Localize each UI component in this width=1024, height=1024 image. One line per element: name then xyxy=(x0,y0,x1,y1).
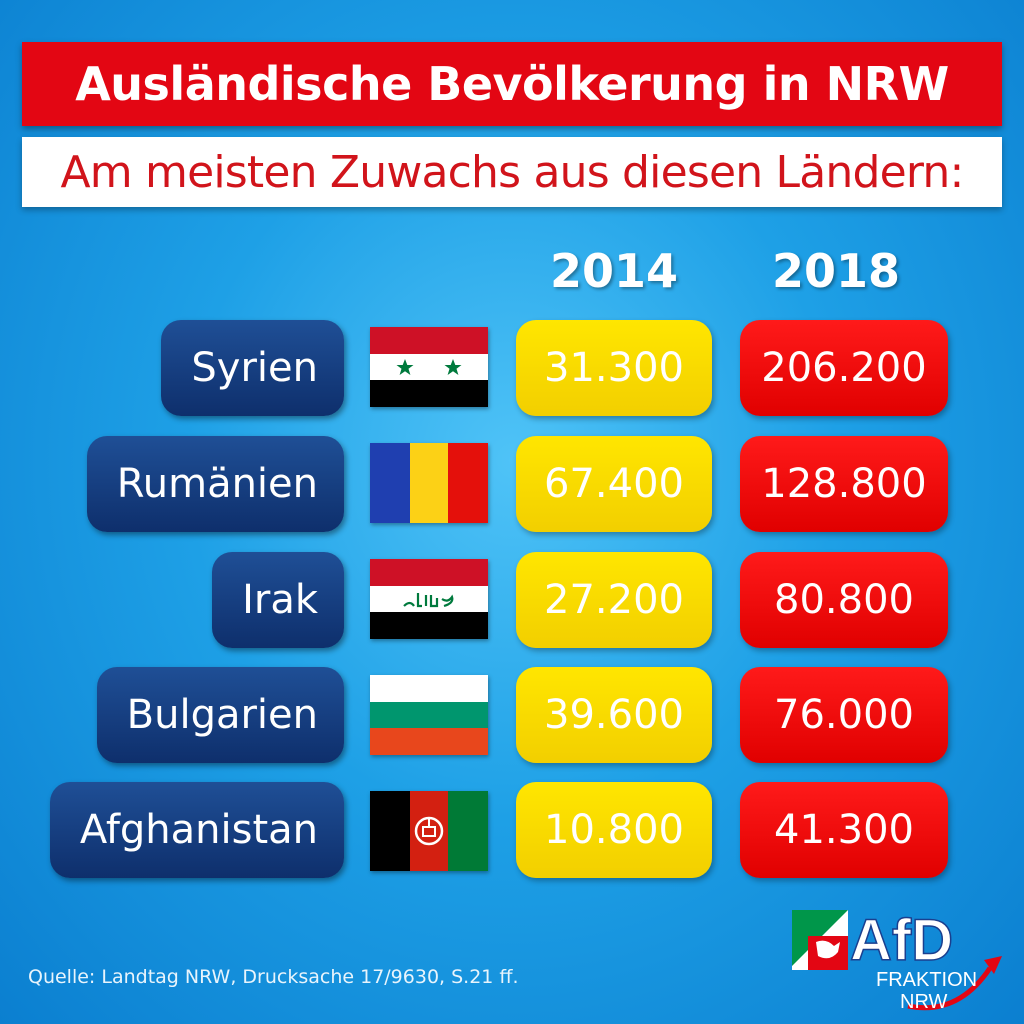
afd-fraktion-nrw-logo: AfD FRAKTION NRW xyxy=(792,908,1002,1013)
value-2014-bulgaria: 39.600 xyxy=(516,667,712,763)
country-name: Rumänien xyxy=(116,461,318,507)
iraq-flag-icon xyxy=(370,559,488,639)
country-label-romania: Rumänien xyxy=(86,436,344,532)
country-name: Bulgarien xyxy=(126,692,318,738)
value-2018-iraq: 80.800 xyxy=(740,552,948,648)
syria-flag-icon xyxy=(370,327,488,407)
title-banner: Ausländische Bevölkerung in NRW xyxy=(22,42,1002,126)
value-2018-romania: 128.800 xyxy=(740,436,948,532)
svg-text:FRAKTION: FRAKTION xyxy=(876,969,977,991)
page-subtitle: Am meisten Zuwachs aus diesen Ländern: xyxy=(60,146,964,198)
value-2014-romania: 67.400 xyxy=(516,436,712,532)
afghanistan-flag-icon xyxy=(370,791,488,871)
value-2018-bulgaria: 76.000 xyxy=(740,667,948,763)
country-label-bulgaria: Bulgarien xyxy=(96,667,344,763)
value-2018-afghanistan: 41.300 xyxy=(740,782,948,878)
subtitle-banner: Am meisten Zuwachs aus diesen Ländern: xyxy=(22,137,1002,207)
source-note: Quelle: Landtag NRW, Drucksache 17/9630,… xyxy=(28,966,519,988)
svg-text:NRW: NRW xyxy=(900,991,948,1013)
nrw-crest-icon xyxy=(792,910,848,970)
country-name: Syrien xyxy=(191,345,318,391)
country-name: Afghanistan xyxy=(79,807,318,853)
value-2018-syria: 206.200 xyxy=(740,320,948,416)
value-2014-syria: 31.300 xyxy=(516,320,712,416)
year-header-2014: 2014 xyxy=(549,244,679,298)
value-2014-afghanistan: 10.800 xyxy=(516,782,712,878)
bulgaria-flag-icon xyxy=(370,675,488,755)
romania-flag-icon xyxy=(370,443,488,523)
svg-text:AfD: AfD xyxy=(850,908,953,973)
country-label-afghanistan: Afghanistan xyxy=(49,782,344,878)
value-2014-iraq: 27.200 xyxy=(516,552,712,648)
country-name: Irak xyxy=(242,577,318,623)
country-label-syria: Syrien xyxy=(161,320,344,416)
country-label-iraq: Irak xyxy=(212,552,344,648)
page-title: Ausländische Bevölkerung in NRW xyxy=(75,57,949,111)
year-header-2018: 2018 xyxy=(771,244,901,298)
